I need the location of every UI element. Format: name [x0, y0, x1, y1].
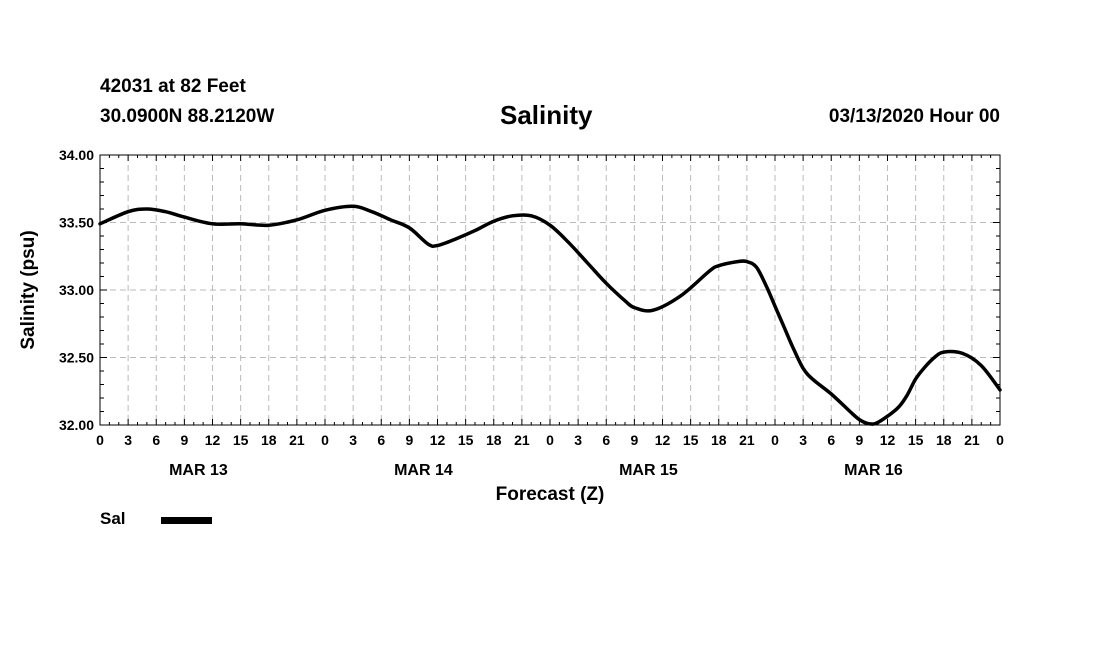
y-tick-labels: 32.00 32.50 33.00 33.50 34.00	[59, 147, 94, 433]
station-label: 42031 at 82 Feet	[100, 76, 246, 97]
day-label: MAR 13	[169, 462, 228, 479]
y-tick-label: 33.00	[59, 282, 94, 298]
day-label: MAR 15	[619, 462, 678, 479]
y-tick-label: 32.50	[59, 350, 94, 366]
x-tick-label: 3	[574, 432, 582, 448]
x-tick-label: 21	[739, 432, 755, 448]
series-line-sal	[98, 204, 1002, 426]
day-labels: MAR 13 MAR 14 MAR 15 MAR 16	[169, 462, 903, 479]
x-tick-label: 3	[124, 432, 132, 448]
x-tick-label: 9	[855, 432, 863, 448]
y-tick-label: 34.00	[59, 147, 94, 163]
x-tick-label: 3	[799, 432, 807, 448]
forecast-time-label: 03/13/2020 Hour 00	[828, 106, 1000, 127]
x-tick-label: 0	[546, 432, 554, 448]
y-tick-label: 33.50	[59, 215, 94, 231]
x-tick-label: 3	[349, 432, 357, 448]
y-tick-label: 32.00	[59, 417, 94, 433]
x-tick-labels: 0 3 6 9 12 15 18 21 0 3 6 9 12 15 18 21 0 3 6 9 12 15 18 21 0 3 6 9…	[96, 432, 1004, 448]
x-tick-label: 0	[321, 432, 329, 448]
day-label: MAR 16	[844, 462, 903, 479]
x-tick-label: 9	[180, 432, 188, 448]
legend-label-sal: Sal	[100, 509, 126, 528]
chart-grid	[100, 155, 1000, 425]
position-label: 30.0900N 88.2120W	[100, 106, 275, 127]
x-tick-label: 6	[602, 432, 610, 448]
x-tick-label: 12	[880, 432, 896, 448]
x-tick-label: 6	[377, 432, 385, 448]
y-axis-title: Salinity (psu)	[18, 230, 39, 349]
x-axis-title: Forecast (Z)	[496, 484, 605, 505]
x-tick-label: 15	[683, 432, 699, 448]
day-label: MAR 14	[394, 462, 453, 479]
x-tick-label: 15	[908, 432, 924, 448]
x-tick-label: 18	[711, 432, 727, 448]
x-tick-label: 15	[458, 432, 474, 448]
x-tick-label: 21	[289, 432, 305, 448]
x-tick-label: 0	[96, 432, 104, 448]
x-tick-label: 0	[771, 432, 779, 448]
x-tick-label: 9	[630, 432, 638, 448]
x-tick-label: 21	[514, 432, 530, 448]
x-tick-label: 18	[936, 432, 952, 448]
x-tick-label: 12	[430, 432, 446, 448]
x-tick-label: 15	[233, 432, 249, 448]
x-tick-label: 18	[486, 432, 502, 448]
x-tick-label: 9	[405, 432, 413, 448]
x-tick-label: 6	[152, 432, 160, 448]
x-tick-label: 12	[205, 432, 221, 448]
chart-title: Salinity	[500, 100, 593, 130]
x-tick-label: 18	[261, 432, 277, 448]
axis-ticks	[99, 154, 1001, 426]
x-tick-label: 6	[827, 432, 835, 448]
legend-swatch-sal	[161, 517, 212, 524]
x-tick-label: 21	[964, 432, 980, 448]
x-tick-label: 12	[655, 432, 671, 448]
x-tick-label: 0	[996, 432, 1004, 448]
